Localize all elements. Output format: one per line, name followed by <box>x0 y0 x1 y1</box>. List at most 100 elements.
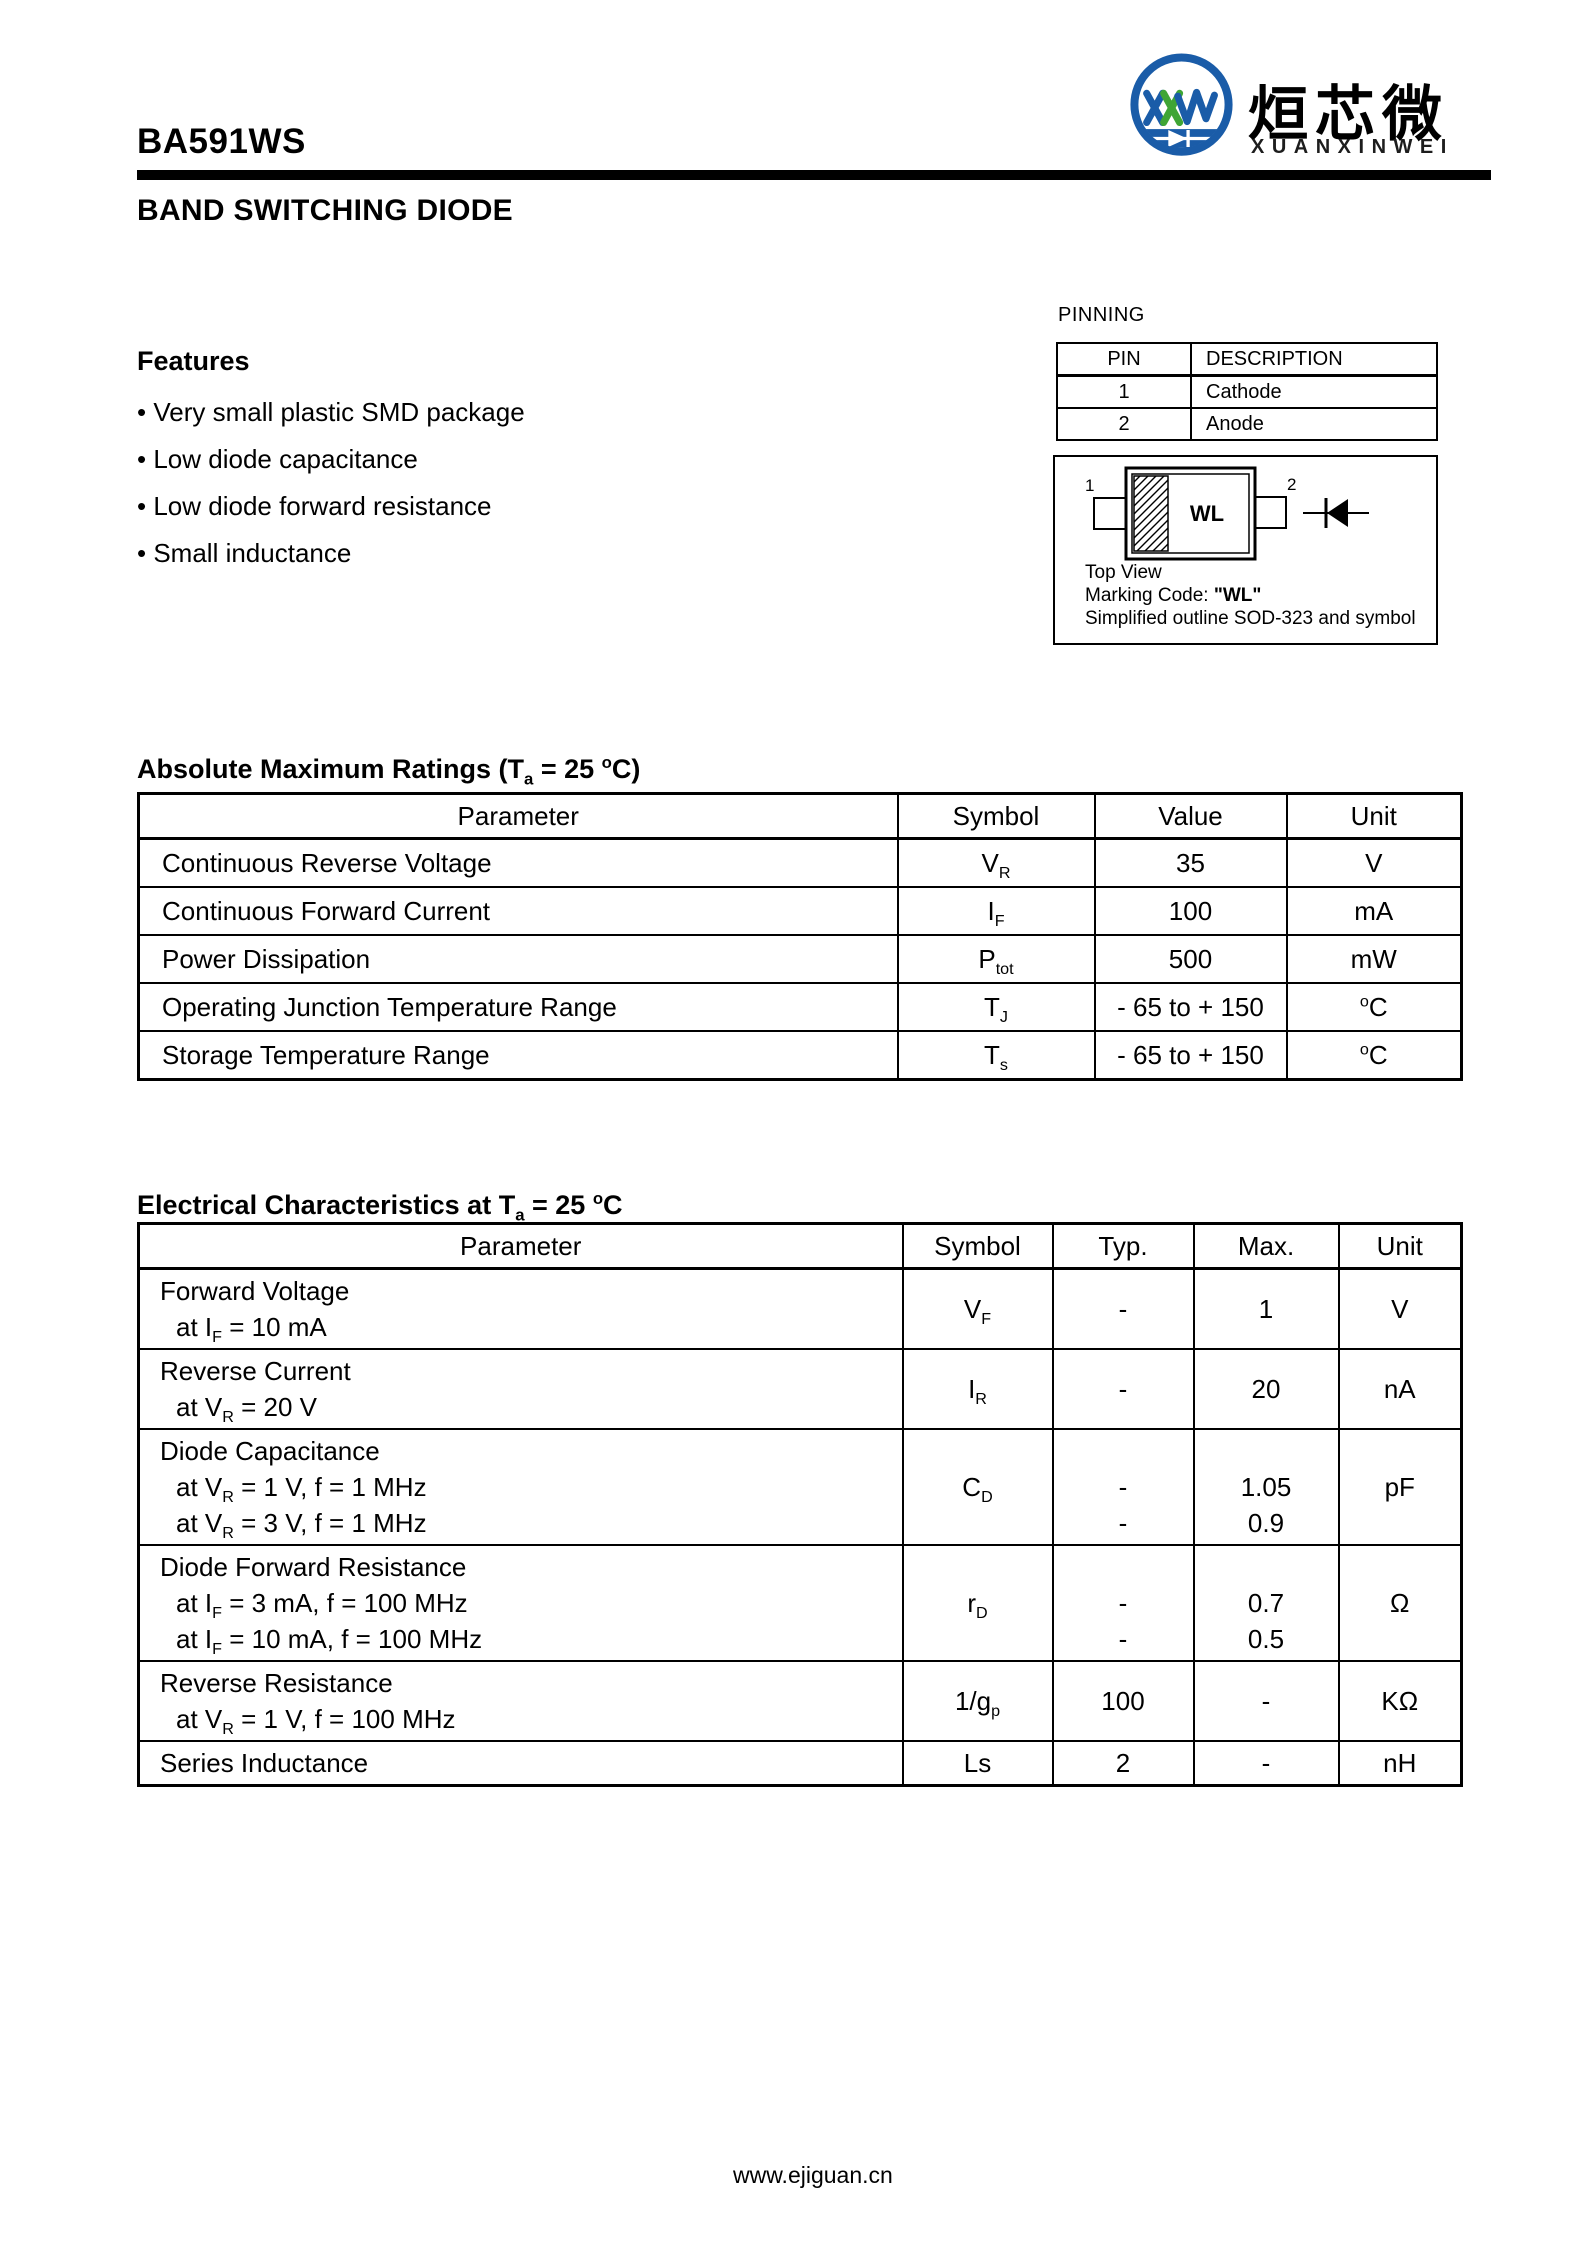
cell-param: Diode Forward Resistance at IF = 3 mA, f … <box>137 1544 904 1662</box>
abs-header-parameter: Parameter <box>137 792 899 840</box>
cell-max: - <box>1192 1660 1340 1742</box>
table-row: Power Dissipation Ptot 500 mW <box>137 934 1463 984</box>
table-row: Reverse Resistance at VR = 1 V, f = 100 M… <box>137 1660 1463 1742</box>
diode-symbol-icon <box>1303 498 1369 528</box>
cell-unit: oC <box>1285 982 1463 1032</box>
table-row: Reverse Current at VR = 20 V IR -20 nA <box>137 1348 1463 1430</box>
cell-unit: pF <box>1337 1428 1463 1546</box>
cell-max: 20 <box>1192 1348 1340 1430</box>
cell-param: Series Inductance <box>137 1740 904 1787</box>
cell-unit: oC <box>1285 1030 1463 1081</box>
cell-param: Storage Temperature Range <box>137 1030 899 1081</box>
cell-typ: -- <box>1051 1544 1195 1662</box>
parameter-line: Diode Forward Resistance <box>160 1552 467 1582</box>
cell-max: 1.05 0.9 <box>1192 1428 1340 1546</box>
table-row: 2 Anode <box>1056 407 1438 441</box>
list-item: • Small inductance <box>137 538 352 568</box>
cell-value: - 65 to + 150 <box>1093 982 1288 1032</box>
cell-symbol: VR <box>896 837 1096 888</box>
cell-symbol: CD <box>901 1428 1054 1546</box>
condition-line: at IF = 3 mA, f = 100 MHz <box>176 1588 468 1623</box>
cell-symbol: IF <box>896 886 1096 936</box>
package-caption-top-view: Top View <box>1085 562 1162 583</box>
table-row: Diode Forward Resistance at IF = 3 mA, f … <box>137 1544 1463 1662</box>
cell-unit: mA <box>1285 886 1463 936</box>
parameter-line: Forward Voltage <box>160 1276 350 1306</box>
abs-header-symbol: Symbol <box>896 792 1096 840</box>
elec-header-row: Parameter Symbol Typ. Max. Unit <box>137 1222 1463 1270</box>
condition-line: at VR = 1 V, f = 100 MHz <box>176 1704 456 1739</box>
abs-max-header-row: Parameter Symbol Value Unit <box>137 792 1463 840</box>
list-item: • Low diode forward resistance <box>137 491 492 521</box>
cell-param: Forward Voltage at IF = 10 mA <box>137 1267 904 1350</box>
cell-param: Reverse Current at VR = 20 V <box>137 1348 904 1430</box>
list-item: • Low diode capacitance <box>137 444 418 474</box>
cell-symbol: IR <box>901 1348 1054 1430</box>
cell-unit: nH <box>1337 1740 1463 1787</box>
table-row: 1 Cathode <box>1056 374 1438 409</box>
pin2-number: 2 <box>1287 475 1296 494</box>
brand-name-romanized: XUANXINWEI <box>1251 136 1454 158</box>
logo-monogram <box>1143 88 1218 127</box>
cell-value: 35 <box>1093 837 1288 888</box>
cell-pin: 1 <box>1056 374 1192 409</box>
abs-header-value: Value <box>1093 792 1288 840</box>
cell-unit: Ω <box>1337 1544 1463 1662</box>
cell-param: Reverse Resistance at VR = 1 V, f = 100 M… <box>137 1660 904 1742</box>
abs-max-title: Absolute Maximum Ratings (Ta = 25 oC) <box>137 753 641 789</box>
cathode-band <box>1133 475 1169 552</box>
elec-table: Parameter Symbol Typ. Max. Unit Forward … <box>137 1222 1463 1787</box>
cell-symbol: rD <box>901 1544 1054 1662</box>
cell-desc: Anode <box>1190 407 1438 441</box>
table-row: Storage Temperature Range Ts - 65 to + 150… <box>137 1030 1463 1081</box>
cell-value: 100 <box>1093 886 1288 936</box>
parameter-line: Reverse Current <box>160 1356 351 1386</box>
package-caption-outline: Simplified outline SOD-323 and symbol <box>1085 608 1416 629</box>
brand-logo: 烜芯微 XUANXINWEI <box>1125 48 1485 168</box>
pinning-title: PINNING <box>1058 304 1145 326</box>
abs-max-table: Parameter Symbol Value Unit Continuous R… <box>137 792 1463 1081</box>
elec-header-max: Max. <box>1192 1222 1340 1270</box>
features-title: Features <box>137 346 250 376</box>
table-row: Diode Capacitance at VR = 1 V, f = 1 MHz a… <box>137 1428 1463 1546</box>
cell-unit: KΩ <box>1337 1660 1463 1742</box>
cell-typ: 100 <box>1051 1660 1195 1742</box>
cell-max: 0.7 0.5 <box>1192 1544 1340 1662</box>
pinning-header-description: DESCRIPTION <box>1190 342 1438 377</box>
cell-value: 500 <box>1093 934 1288 984</box>
cell-max: - <box>1192 1740 1340 1787</box>
package-outline-drawing: WL 1 2 <box>1085 466 1369 561</box>
cell-symbol: TJ <box>896 982 1096 1032</box>
cell-symbol: Ts <box>896 1030 1096 1081</box>
package-outline-box: WL 1 2 Top View Marking Code: "WL" Simpl… <box>1053 455 1438 645</box>
logo-diode-icon <box>1149 130 1214 147</box>
table-row: Series Inductance Ls 2- nH <box>137 1740 1463 1787</box>
cell-typ: -- <box>1051 1428 1195 1546</box>
condition-line: at IF = 10 mA, f = 100 MHz <box>176 1624 483 1659</box>
product-title: BAND SWITCHING DIODE <box>137 194 513 227</box>
features-section: Features • Very small plastic SMD packag… <box>137 346 757 577</box>
cell-unit: V <box>1337 1267 1463 1350</box>
parameter-line: Series Inductance <box>160 1748 369 1778</box>
brand-logo-icon <box>1130 53 1233 156</box>
cell-desc: Cathode <box>1190 374 1438 409</box>
elec-header-symbol: Symbol <box>901 1222 1054 1270</box>
elec-header-unit: Unit <box>1337 1222 1463 1270</box>
condition-line: at VR = 1 V, f = 1 MHz <box>176 1472 427 1507</box>
features-list: • Very small plastic SMD package • Low di… <box>137 389 757 577</box>
table-row: Forward Voltage at IF = 10 mA VF -1 V <box>137 1267 1463 1350</box>
pinning-header-row: PIN DESCRIPTION <box>1056 342 1438 377</box>
cell-param: Continuous Reverse Voltage <box>137 837 899 888</box>
abs-header-unit: Unit <box>1285 792 1463 840</box>
cell-value: - 65 to + 150 <box>1093 1030 1288 1081</box>
condition-line: at IF = 10 mA <box>176 1312 327 1347</box>
header-divider <box>137 170 1491 180</box>
table-row: Continuous Reverse Voltage VR 35 V <box>137 837 1463 888</box>
part-number: BA591WS <box>137 122 306 161</box>
list-item: • Very small plastic SMD package <box>137 397 525 427</box>
condition-line: at VR = 3 V, f = 1 MHz <box>176 1508 427 1543</box>
cell-pin: 2 <box>1056 407 1192 441</box>
cell-typ: 2 <box>1051 1740 1195 1787</box>
cell-symbol: Ls <box>901 1740 1054 1787</box>
